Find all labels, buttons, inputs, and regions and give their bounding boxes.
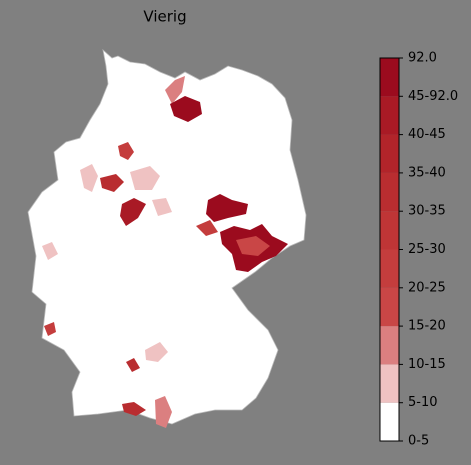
colorbar-segment — [380, 211, 399, 250]
region-dark — [120, 198, 146, 226]
colorbar-segment — [380, 172, 399, 212]
colorbar-segment — [380, 326, 399, 365]
region-light — [80, 164, 98, 192]
colorbar-segment — [380, 134, 399, 173]
colorbar-segment — [380, 249, 399, 288]
region-dark — [206, 194, 248, 222]
colorbar-segment — [380, 58, 399, 97]
region-light — [130, 166, 160, 190]
region-dark — [236, 236, 270, 256]
region-mid — [165, 76, 185, 104]
colorbar-label: 40-45 — [408, 127, 446, 142]
region-light — [152, 198, 172, 216]
colorbar-label: 35-40 — [408, 165, 446, 180]
colorbar-label: 25-30 — [408, 242, 446, 257]
colorbar: 0-5 5-10 10-15 15-20 20-25 25-30 30-35 35-40 40-… — [379, 51, 458, 449]
country-outline — [27, 48, 307, 425]
colorbar-label: 10-15 — [408, 357, 446, 372]
map-title: Vierig — [143, 8, 186, 26]
colorbar-label: 45-92.0 — [408, 89, 458, 104]
colorbar-segment — [380, 402, 399, 441]
region-light — [42, 242, 58, 260]
colorbar-label: 92.0 — [408, 51, 437, 66]
colorbar-segment — [380, 96, 399, 135]
colorbar-label: 20-25 — [408, 280, 446, 295]
colorbar-label: 5-10 — [408, 395, 438, 410]
colorbar-label: 0-5 — [408, 434, 429, 449]
region-light — [145, 342, 168, 362]
region-dark — [44, 322, 56, 336]
region-dark — [100, 174, 124, 192]
colorbar-segment — [380, 364, 399, 403]
colorbar-label: 30-35 — [408, 204, 446, 219]
region-dark — [170, 96, 202, 122]
colorbar-segment — [380, 287, 399, 327]
region-dark — [122, 402, 146, 416]
region-dark — [196, 220, 218, 236]
region-dark — [118, 142, 134, 160]
germany-map — [27, 48, 307, 428]
region-mid — [155, 396, 172, 428]
colorbar-label: 15-20 — [408, 319, 446, 334]
region-dark — [126, 358, 140, 372]
